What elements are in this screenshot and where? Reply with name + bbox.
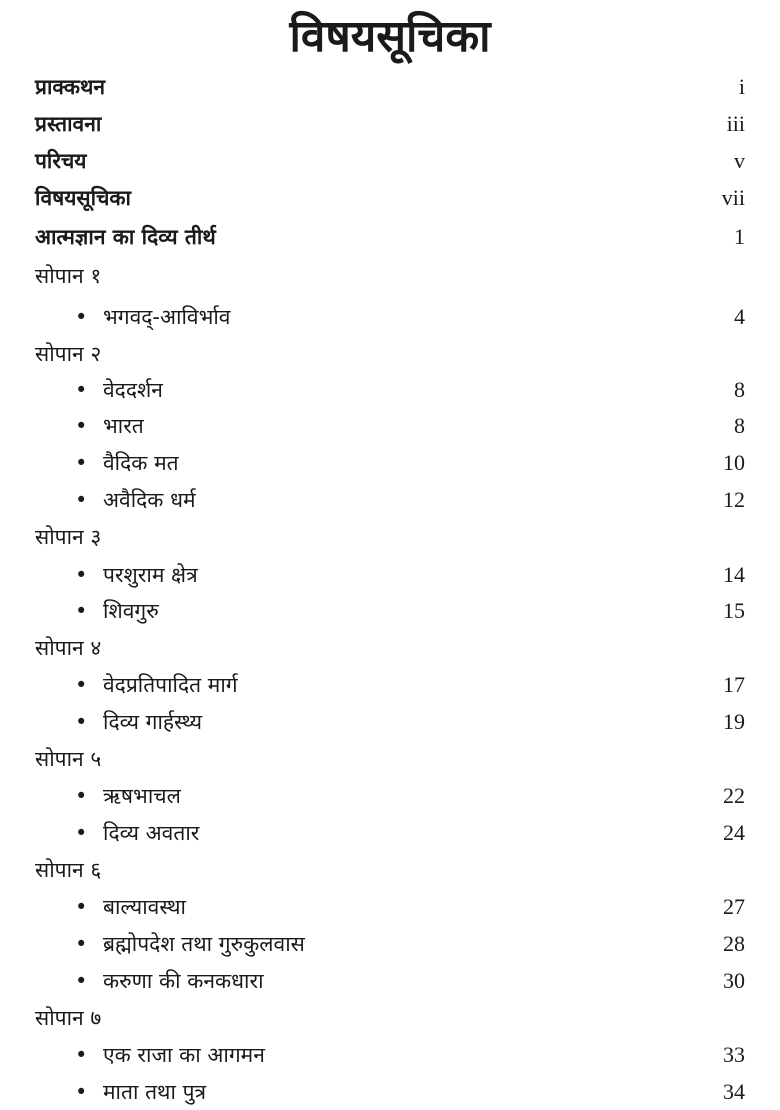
page-number: 19 bbox=[723, 709, 745, 734]
entry-title: बाल्यावस्था bbox=[103, 895, 186, 919]
toc-subentry: • अवैदिक धर्म 12 bbox=[35, 482, 745, 518]
bullet-icon: • bbox=[75, 563, 88, 587]
page-number: 10 bbox=[723, 450, 745, 475]
page-number: 28 bbox=[723, 931, 745, 956]
entry-title: ब्रह्मोपदेश तथा गुरुकुलवास bbox=[103, 932, 305, 956]
toc-subentry: • दिव्य अवतार 24 bbox=[35, 815, 745, 851]
bullet-icon: • bbox=[75, 710, 88, 734]
page-number: 27 bbox=[723, 894, 745, 919]
page-number: 17 bbox=[723, 672, 745, 697]
entry-title: वैदिक मत bbox=[103, 451, 179, 475]
page-title: विषयसूचिका bbox=[289, 11, 491, 62]
entry-title: भारत bbox=[103, 414, 144, 438]
toc-subentry: • भारत 8 bbox=[35, 408, 745, 444]
bullet-icon: • bbox=[75, 821, 88, 845]
entry-title: सोपान १ bbox=[35, 264, 102, 288]
entry-title: सोपान ३ bbox=[35, 525, 102, 549]
bullet-icon: • bbox=[75, 1043, 88, 1067]
toc-subentry: • शिवगुरु 15 bbox=[35, 593, 745, 629]
page-number: 8 bbox=[734, 413, 745, 438]
entry-title: शिवगुरु bbox=[103, 599, 159, 623]
bullet-icon: • bbox=[75, 895, 88, 919]
entry-title: एक राजा का आगमन bbox=[103, 1043, 265, 1067]
entry-title: दिव्य अवतार bbox=[103, 821, 200, 845]
page-number: 8 bbox=[734, 377, 745, 402]
entry-title: सोपान ७ bbox=[35, 1006, 102, 1030]
entry-title: प्रस्तावना bbox=[35, 112, 102, 136]
entry-title: माता तथा पुत्र bbox=[103, 1080, 207, 1104]
toc-section-heading: सोपान ३ bbox=[35, 519, 745, 555]
bullet-icon: • bbox=[75, 488, 88, 512]
entry-title: आत्मज्ञान का दिव्य तीर्थ bbox=[35, 225, 216, 249]
entry-title: सोपान ६ bbox=[35, 858, 102, 882]
toc-section-heading: सोपान ४ bbox=[35, 630, 745, 666]
page-number: vii bbox=[721, 185, 745, 210]
toc-entry: प्राक्कथन i bbox=[35, 69, 745, 105]
bullet-icon: • bbox=[75, 1080, 88, 1104]
bullet-icon: • bbox=[75, 784, 88, 808]
entry-title: परशुराम क्षेत्र bbox=[103, 563, 198, 587]
toc-subentry: • माता तथा पुत्र 34 bbox=[35, 1074, 745, 1110]
bullet-icon: • bbox=[75, 451, 88, 475]
page-number: 4 bbox=[734, 304, 745, 329]
toc-section-heading: सोपान ७ bbox=[35, 1000, 745, 1036]
entry-title: विषयसूचिका bbox=[35, 186, 131, 210]
bullet-icon: • bbox=[75, 673, 88, 697]
page-number: iii bbox=[726, 111, 745, 136]
page-number: 22 bbox=[723, 783, 745, 808]
toc-entry: आत्मज्ञान का दिव्य तीर्थ 1 bbox=[35, 219, 745, 255]
page-number: 15 bbox=[723, 598, 745, 623]
bullet-icon: • bbox=[75, 305, 88, 329]
page-number: 33 bbox=[723, 1042, 745, 1067]
page-number: 1 bbox=[734, 224, 745, 249]
page-number: 30 bbox=[723, 968, 745, 993]
entry-title: प्राक्कथन bbox=[35, 75, 106, 99]
page-number: 14 bbox=[723, 562, 745, 587]
toc-subentry: • एक राजा का आगमन 33 bbox=[35, 1037, 745, 1073]
entry-title: दिव्य गार्हस्थ्य bbox=[103, 710, 203, 734]
toc-subentry: • दिव्य गार्हस्थ्य 19 bbox=[35, 704, 745, 740]
toc-section-heading: सोपान ६ bbox=[35, 852, 745, 888]
entry-title: अवैदिक धर्म bbox=[103, 488, 196, 512]
page-number: i bbox=[738, 74, 745, 99]
toc-subentry: • ब्रह्मोपदेश तथा गुरुकुलवास 28 bbox=[35, 926, 745, 962]
page-number: 34 bbox=[723, 1079, 745, 1104]
toc-subentry: • करुणा की कनकधारा 30 bbox=[35, 963, 745, 999]
page-number: 24 bbox=[723, 820, 745, 845]
toc-section-heading: सोपान ५ bbox=[35, 741, 745, 777]
toc-subentry: • बाल्यावस्था 27 bbox=[35, 889, 745, 925]
toc-subentry: • ऋषभाचल 22 bbox=[35, 778, 745, 814]
toc-subentry: • वेददर्शन 8 bbox=[35, 372, 745, 408]
entry-title: करुणा की कनकधारा bbox=[103, 969, 264, 993]
page-number: 12 bbox=[723, 487, 745, 512]
toc-entry: परिचय v bbox=[35, 143, 745, 179]
toc-subentry: • परशुराम क्षेत्र 14 bbox=[35, 557, 745, 593]
toc-section-heading: सोपान १ bbox=[35, 258, 745, 294]
toc-entry: प्रस्तावना iii bbox=[35, 106, 745, 142]
entry-title: वेददर्शन bbox=[103, 378, 163, 402]
entry-title: परिचय bbox=[35, 149, 87, 173]
toc-subentry: • वेदप्रतिपादित मार्ग 17 bbox=[35, 667, 745, 703]
toc-section-heading: सोपान २ bbox=[35, 336, 745, 372]
entry-title: सोपान २ bbox=[35, 342, 102, 366]
toc-subentry: • वैदिक मत 10 bbox=[35, 445, 745, 481]
bullet-icon: • bbox=[75, 932, 88, 956]
entry-title: भगवद्-आविर्भाव bbox=[103, 305, 231, 329]
bullet-icon: • bbox=[75, 599, 88, 623]
bullet-icon: • bbox=[75, 414, 88, 438]
entry-title: वेदप्रतिपादित मार्ग bbox=[103, 673, 238, 697]
toc-entry: विषयसूचिका vii bbox=[35, 180, 745, 216]
toc-subentry: • भगवद्-आविर्भाव 4 bbox=[35, 299, 745, 335]
entry-title: ऋषभाचल bbox=[103, 784, 181, 808]
entry-title: सोपान ५ bbox=[35, 747, 102, 771]
page-number: v bbox=[734, 148, 745, 173]
entry-title: सोपान ४ bbox=[35, 636, 102, 660]
bullet-icon: • bbox=[75, 378, 88, 402]
bullet-icon: • bbox=[75, 969, 88, 993]
